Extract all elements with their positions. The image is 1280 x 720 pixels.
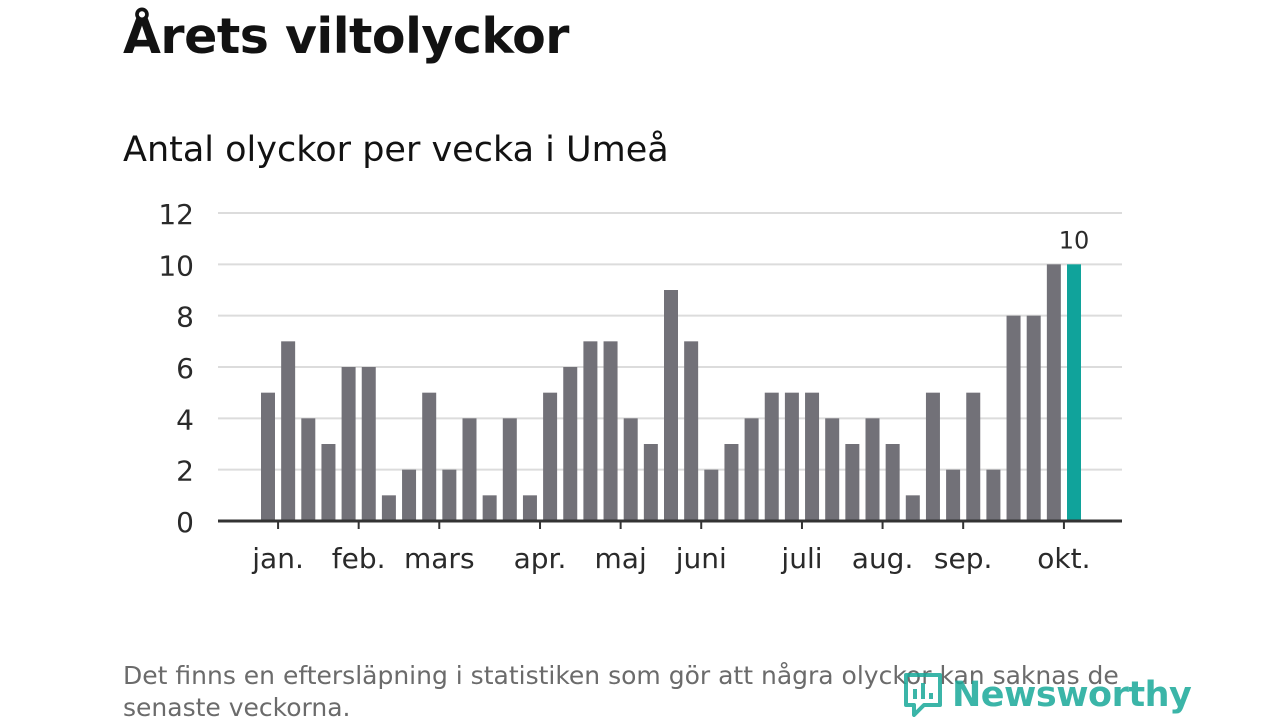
bar — [865, 418, 880, 521]
x-axis-ticks: jan. feb. mars apr. maj juni juli aug. sep. okt. — [251, 521, 1091, 575]
newsworthy-logo-icon — [904, 673, 942, 717]
x-tick-label: okt. — [1037, 542, 1090, 575]
y-tick-label: 0 — [176, 506, 194, 539]
bar — [905, 495, 920, 521]
bar — [704, 469, 719, 521]
bar — [603, 341, 618, 521]
x-tick-label: maj — [595, 542, 647, 575]
bar — [502, 418, 517, 521]
x-tick-label: juli — [780, 542, 822, 575]
bar — [724, 444, 739, 521]
bar — [925, 392, 940, 521]
bar — [643, 444, 658, 521]
bar — [422, 392, 437, 521]
x-tick-label: aug. — [852, 542, 914, 575]
page-title: Årets viltolyckor — [123, 8, 569, 65]
bar — [623, 418, 638, 521]
bar — [381, 495, 396, 521]
bar — [281, 341, 296, 521]
bar — [805, 392, 820, 521]
bar — [966, 392, 981, 521]
brand-name: Newsworthy — [952, 675, 1192, 715]
footnote: Det finns en eftersläpning i statistiken… — [123, 661, 1119, 720]
y-tick-label: 2 — [176, 455, 194, 488]
bar — [1026, 315, 1041, 521]
bar — [744, 418, 759, 521]
bars — [261, 264, 1081, 521]
bar — [825, 418, 840, 521]
bar — [1046, 264, 1061, 521]
bar — [261, 392, 275, 521]
bar — [684, 341, 699, 521]
bar — [946, 469, 961, 521]
bar — [1067, 264, 1081, 521]
x-tick-label: sep. — [934, 542, 993, 575]
bar — [482, 495, 497, 521]
x-tick-label: feb. — [332, 542, 386, 575]
bar — [462, 418, 477, 521]
y-tick-label: 10 — [158, 249, 194, 282]
data-label: 10 — [1059, 226, 1090, 254]
bar — [563, 367, 578, 521]
bar — [664, 290, 678, 521]
x-tick-label: mars — [404, 542, 475, 575]
bar — [885, 444, 900, 521]
x-tick-label: juni — [675, 542, 727, 575]
bar — [442, 469, 457, 521]
bar — [764, 392, 779, 521]
y-tick-label: 6 — [176, 352, 194, 385]
bar — [1006, 315, 1021, 521]
bar — [341, 367, 356, 521]
bar — [301, 418, 316, 521]
y-axis-ticks: 0 2 4 6 8 10 12 — [158, 198, 194, 539]
brand-logo: Newsworthy — [902, 668, 1192, 720]
data-labels: 10 — [1059, 226, 1090, 254]
bar — [361, 367, 376, 521]
bar — [321, 444, 336, 521]
chart-subtitle: Antal olyckor per vecka i Umeå — [123, 130, 669, 170]
bar — [986, 469, 1001, 521]
y-tick-label: 4 — [176, 403, 194, 436]
bar — [543, 392, 558, 521]
y-tick-label: 8 — [176, 301, 194, 334]
bar — [402, 469, 417, 521]
bar — [784, 392, 799, 521]
bar — [522, 495, 537, 521]
bar — [845, 444, 860, 521]
bar — [583, 341, 598, 521]
x-tick-label: jan. — [251, 542, 304, 575]
x-tick-label: apr. — [514, 542, 567, 575]
y-tick-label: 12 — [158, 198, 194, 231]
